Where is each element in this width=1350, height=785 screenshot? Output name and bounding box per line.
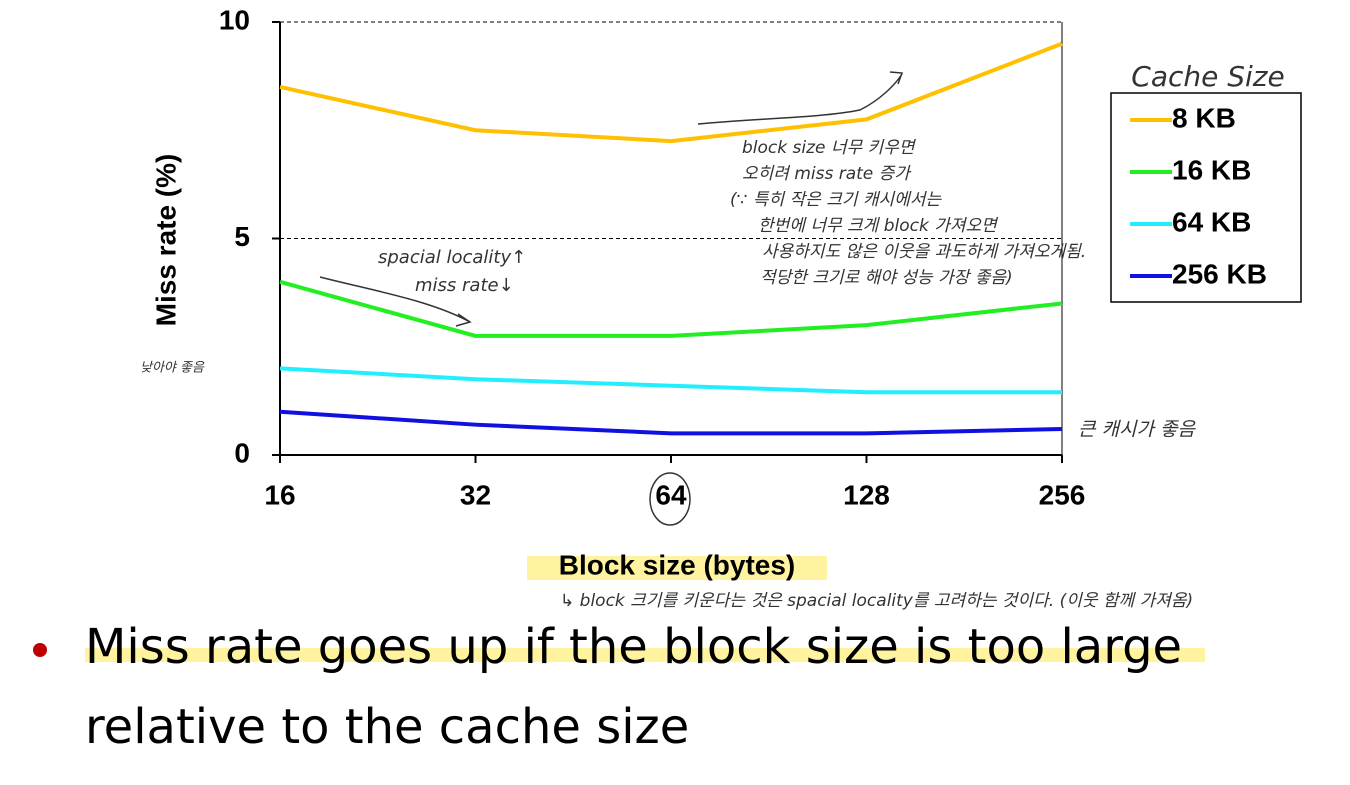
legend-label: 64 KB: [1172, 206, 1251, 237]
highlight: [85, 648, 1205, 662]
annotation: spacial locality↑: [378, 247, 526, 268]
arrow: [319, 276, 472, 327]
annotation: 사용하지도 않은 이웃을 과도하게 가져오게됨.: [762, 242, 1086, 262]
x-axis-label: Block size (bytes): [559, 549, 796, 580]
x-tick-label: 16: [264, 479, 295, 510]
bullet-dot: [33, 643, 47, 657]
highlight: [527, 556, 827, 580]
annotation: 한번에 너무 크게 block 가져오면: [758, 216, 999, 236]
y-axis-label: Miss rate (%): [150, 154, 181, 327]
annotation: 낮아야 좋음: [140, 361, 205, 376]
legend-label: 256 KB: [1172, 258, 1267, 289]
circle-mark: [649, 472, 691, 526]
annotation: 큰 캐시가 좋음: [1078, 419, 1196, 441]
bullet-text: relative to the cache size: [85, 699, 689, 755]
y-tick-label: 5: [234, 221, 250, 252]
annotation: (∵ 특히 작은 크기 캐시에서는: [730, 190, 942, 210]
legend-label: 8 KB: [1172, 102, 1236, 133]
x-tick-label: 128: [843, 479, 890, 510]
series-line: [279, 409, 1063, 436]
legend-label: 16 KB: [1172, 154, 1251, 185]
plot-area: [280, 22, 1062, 455]
series-line: [279, 279, 1063, 338]
bullet-text: Miss rate goes up if the block size is t…: [85, 619, 1182, 675]
annotation: ↳ block 크기를 키운다는 것은 spacial locality를 고려…: [560, 591, 1193, 611]
x-tick-label: 32: [460, 479, 491, 510]
y-tick-label: 0: [234, 437, 250, 468]
series-line: [279, 41, 1063, 144]
annotation: 오히려 miss rate 증가: [742, 164, 912, 184]
x-tick-label: 256: [1039, 479, 1086, 510]
legend-title: Cache Size: [1131, 60, 1284, 93]
series-line: [279, 366, 1062, 395]
annotation: 적당한 크기로 해야 성능 가장 좋음): [760, 268, 1013, 288]
legend-box: [1110, 92, 1302, 303]
arrow: [697, 71, 904, 125]
x-tick-label: 64: [655, 479, 687, 510]
annotation: block size 너무 키우면: [742, 138, 917, 158]
annotation: miss rate↓: [415, 275, 514, 296]
y-tick-label: 10: [219, 4, 250, 35]
